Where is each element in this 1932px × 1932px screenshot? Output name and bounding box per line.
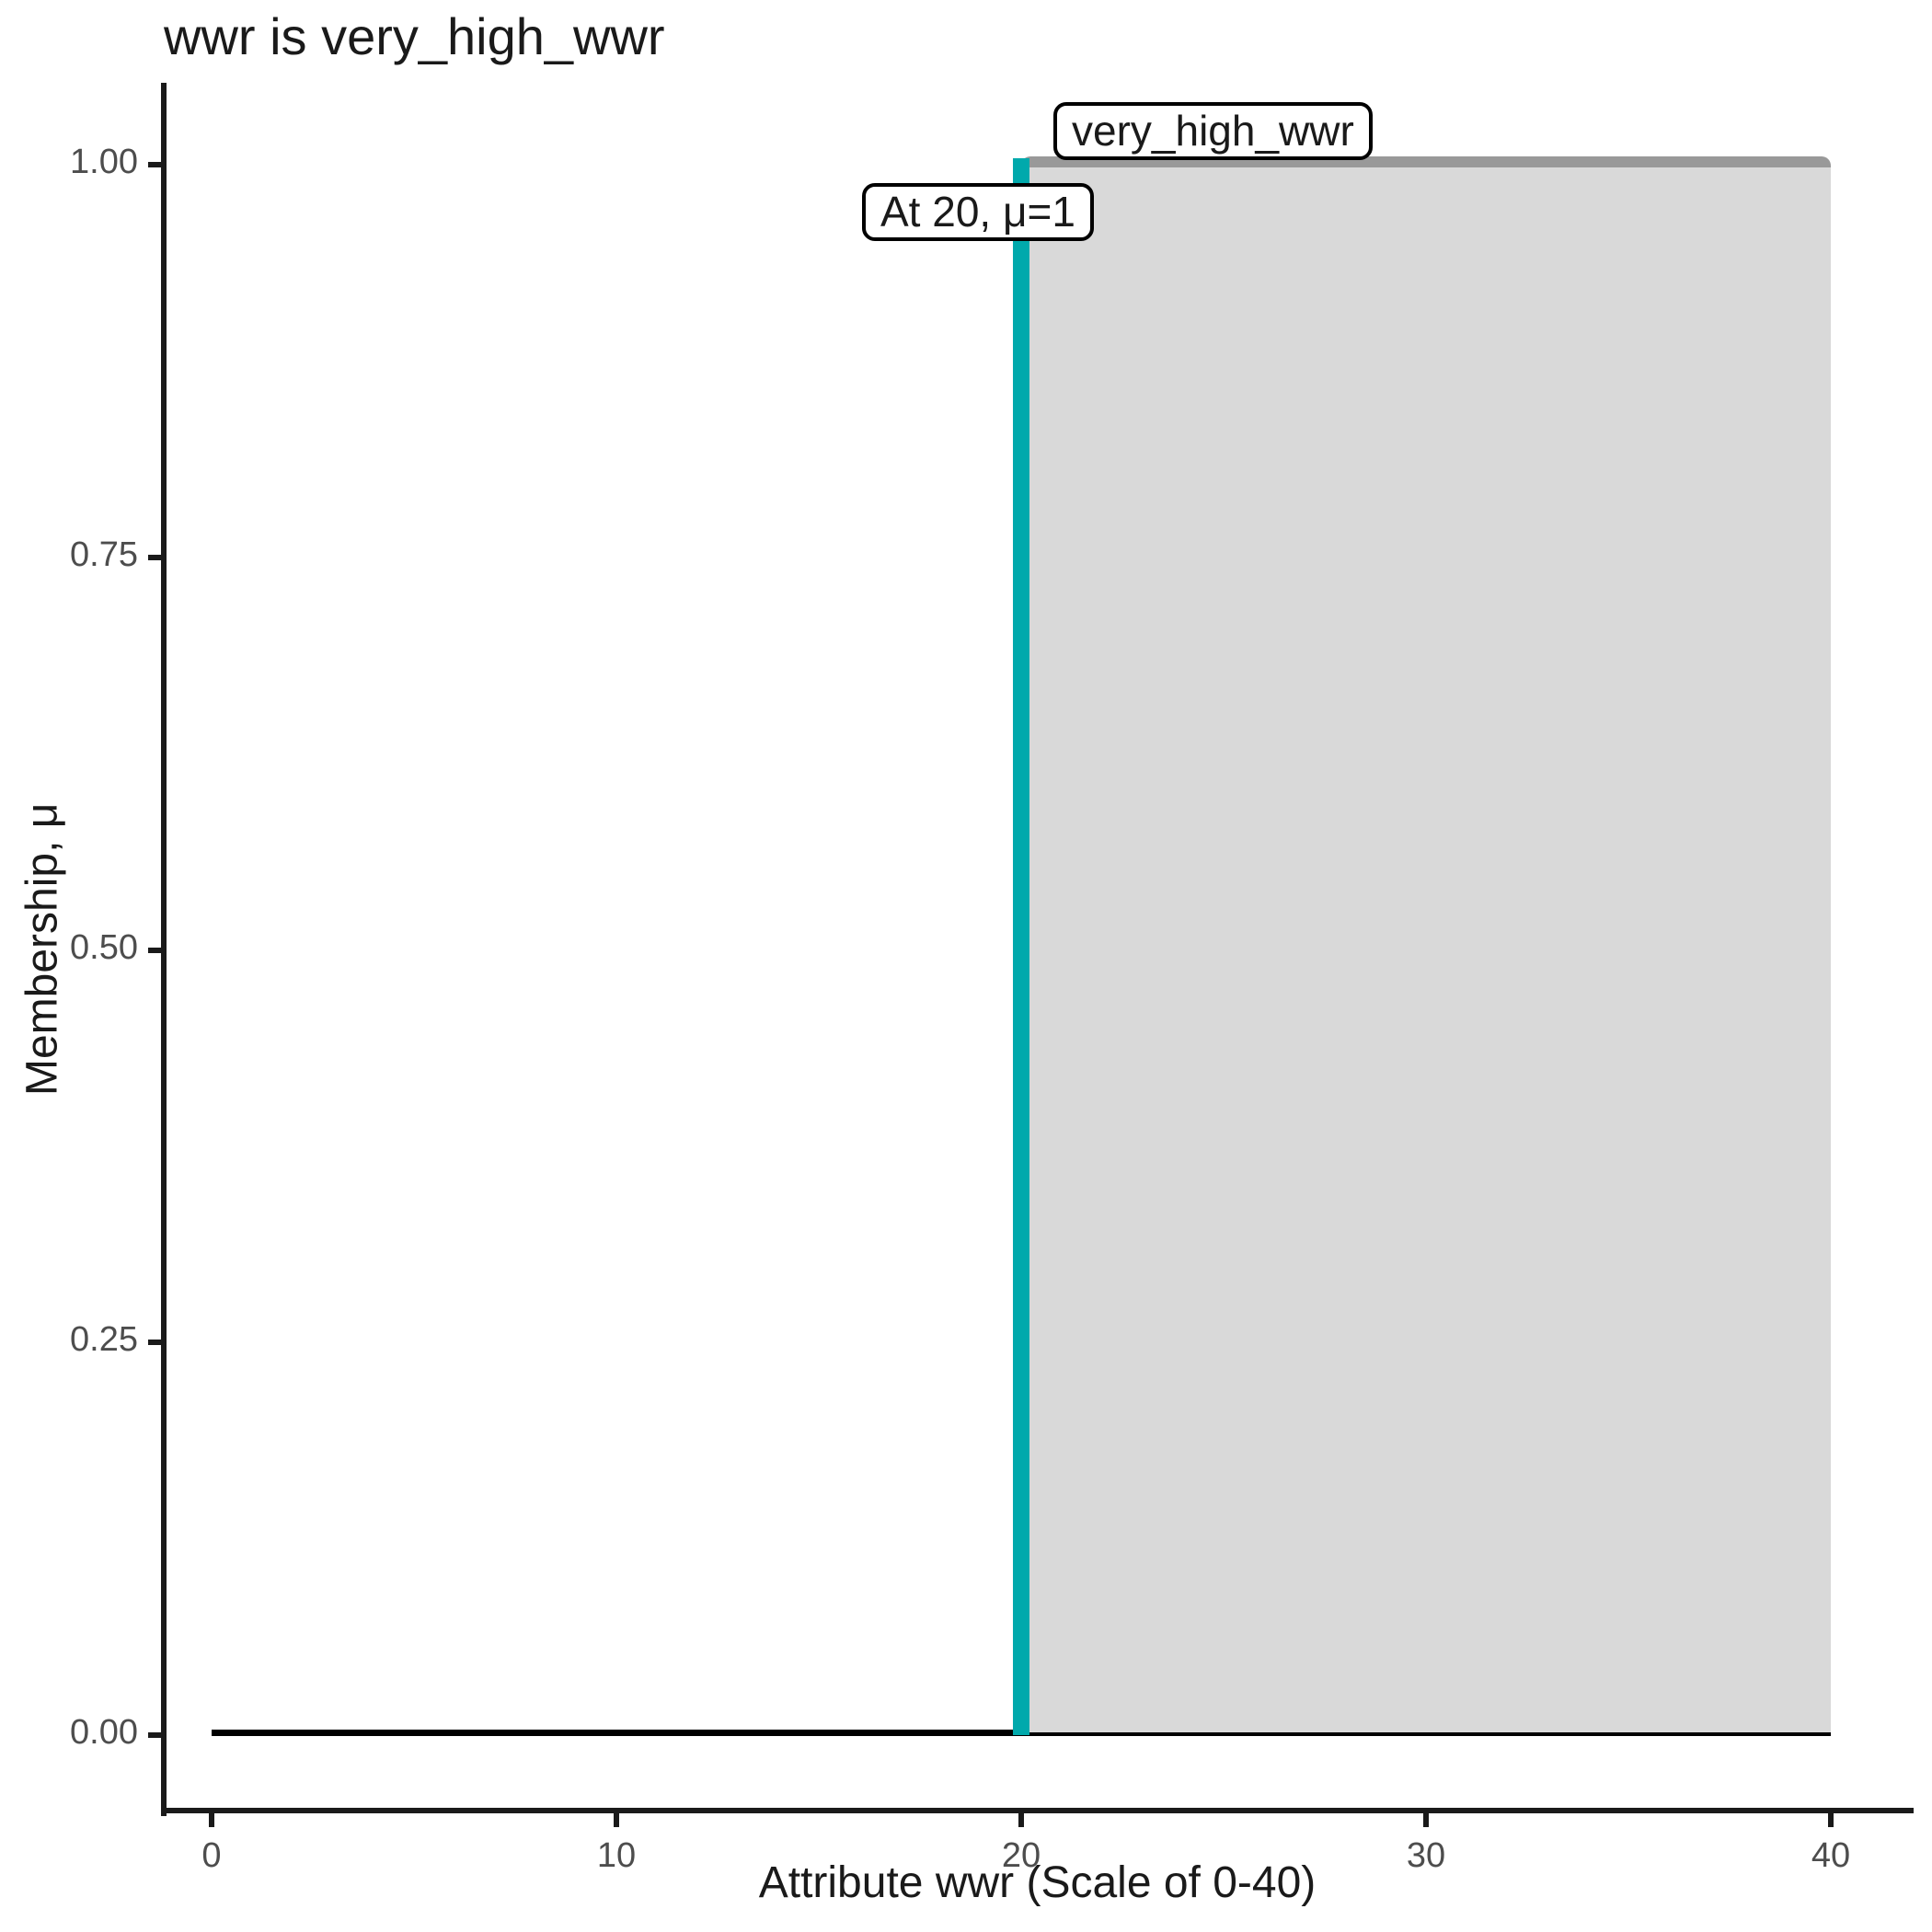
annotation-input-label-text: At 20, μ=1 [880, 188, 1075, 236]
x-tick-label: 0 [201, 1836, 222, 1875]
y-tick-label: 0.50 [70, 928, 138, 967]
y-axis-line [161, 83, 167, 1816]
x-tick-mark [1423, 1813, 1429, 1827]
y-tick-label: 0.00 [70, 1713, 138, 1752]
x-tick-label: 10 [596, 1836, 637, 1875]
plot-title: wwr is very_high_wwr [164, 7, 665, 65]
y-tick-mark [148, 162, 162, 167]
x-tick-mark [209, 1813, 214, 1827]
x-tick-label: 20 [1001, 1836, 1041, 1875]
x-tick-label: 40 [1811, 1836, 1851, 1875]
x-axis-line [161, 1808, 1914, 1813]
x-tick-mark [1828, 1813, 1834, 1827]
y-tick-mark [148, 948, 162, 953]
x-tick-label: 30 [1406, 1836, 1446, 1875]
annotation-set-label: very_high_wwr [1053, 102, 1373, 160]
y-tick-label: 1.00 [70, 143, 138, 181]
y-tick-mark [148, 555, 162, 560]
x-tick-mark [1018, 1813, 1024, 1827]
annotation-set-label-text: very_high_wwr [1072, 107, 1354, 155]
x-axis-title: Attribute wwr (Scale of 0-40) [758, 1858, 1317, 1907]
x-tick-mark [614, 1813, 619, 1827]
y-tick-mark [148, 1732, 162, 1738]
input-highlight-vline [1013, 158, 1029, 1735]
annotation-input-label: At 20, μ=1 [862, 183, 1094, 241]
y-tick-mark [148, 1340, 162, 1345]
membership-area-very-high-wwr [1021, 156, 1831, 1732]
y-tick-label: 0.75 [70, 535, 138, 574]
y-tick-label: 0.25 [70, 1320, 138, 1359]
